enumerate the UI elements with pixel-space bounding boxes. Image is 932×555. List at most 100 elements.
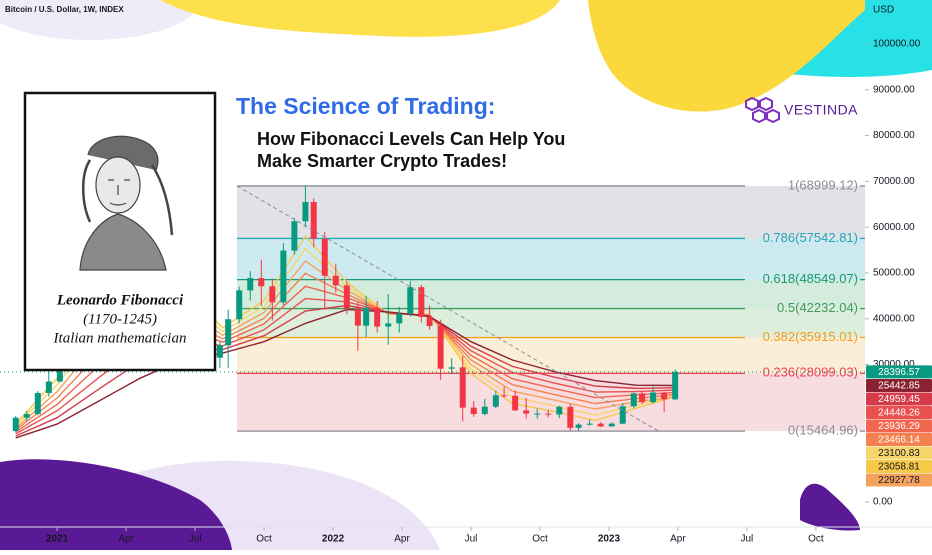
fib-level-label: 0.382(35915.01) [763, 329, 858, 344]
candle-body [512, 395, 519, 411]
fib-zone [237, 308, 865, 338]
candle-body [291, 221, 298, 251]
portrait-name: Leonardo Fibonacci [56, 292, 184, 308]
x-tick-label: Jul [465, 534, 478, 545]
portrait-years: (1170-1245) [83, 311, 157, 327]
x-tick-label: Apr [670, 534, 686, 545]
currency-label: USD [873, 5, 894, 16]
candle-body [247, 278, 254, 291]
candle-body [12, 417, 19, 431]
candle-body [236, 290, 243, 320]
headline-subtitle: Make Smarter Crypto Trades! [257, 151, 507, 171]
candle-body [225, 319, 232, 346]
candle-body [302, 201, 309, 222]
y-tick-label: 50000.00 [873, 268, 915, 279]
candle-body [639, 393, 646, 403]
fib-zone [237, 337, 865, 374]
fib-zone [237, 238, 865, 280]
brand-logo [745, 96, 780, 124]
price-tag [866, 405, 932, 419]
candle-body [354, 308, 361, 326]
x-tick-label: 2022 [322, 534, 345, 545]
lavender-blob [0, 0, 200, 40]
x-tick-label: 2021 [46, 534, 69, 545]
candle-body [23, 414, 30, 418]
fib-zone [237, 373, 865, 432]
candle-body [630, 393, 637, 407]
fib-level-label: 1(68999.12) [788, 177, 858, 192]
price-tag [866, 473, 932, 487]
portrait-card: Leonardo Fibonacci (1170-1245) Italian m… [23, 91, 217, 372]
price-tags: 28396.57 25442.85 24959.45 24448.26 23936.29… [866, 365, 932, 487]
candle-body [586, 423, 593, 425]
price-tag [866, 365, 932, 379]
fib-zone [237, 185, 865, 239]
y-tick-label: 60000.00 [873, 222, 915, 233]
candle-body [437, 326, 444, 369]
fib-level-label: 0.236(28099.03) [763, 365, 858, 380]
headline-title: The Science of Trading: [236, 93, 495, 119]
candle-body [332, 275, 339, 286]
plot-area: 1(68999.12) 0.786(57542.81) 0.618(48549.07… [0, 177, 865, 439]
candle-body [597, 423, 604, 427]
price-tag-label: 23058.81 [878, 462, 920, 473]
headline-subtitle: How Fibonacci Levels Can Help You [257, 129, 565, 149]
fib-level-label: 0(15464.96) [788, 423, 858, 438]
price-tag-label: 23466.14 [878, 435, 920, 446]
candle-body [343, 285, 350, 309]
price-tag-label: 23936.29 [878, 421, 920, 432]
candle-body [567, 406, 574, 428]
x-tick-label: Jul [189, 534, 202, 545]
yellow-blob [588, 0, 865, 112]
candle-body [481, 406, 488, 415]
fib-level-label: 0.786(57542.81) [763, 230, 858, 245]
price-tag [866, 446, 932, 460]
candle-body [672, 371, 679, 400]
candle-body [470, 407, 477, 415]
price-tag-label: 22927.78 [878, 475, 920, 486]
x-tick-label: Oct [256, 534, 272, 545]
price-tag [866, 392, 932, 406]
x-tick-label: Oct [808, 534, 824, 545]
purple-blob [800, 483, 860, 531]
candle-body [575, 424, 582, 428]
candle-body [459, 367, 466, 408]
candle-body [661, 392, 668, 400]
candle-body [310, 201, 317, 239]
portrait-description: Italian mathematician [53, 330, 187, 346]
candle-body [374, 307, 381, 327]
candle-body [321, 238, 328, 276]
candle-body [258, 278, 265, 287]
y-tick-label: 80000.00 [873, 130, 915, 141]
candle-body [396, 313, 403, 324]
trend-line [236, 185, 661, 433]
y-tick-label: 30000.00 [873, 359, 915, 370]
x-tick-label: 2023 [598, 534, 621, 545]
candle-body [650, 392, 657, 403]
fib-level-label: 0.618(48549.07) [763, 271, 858, 286]
candle-body [426, 316, 433, 327]
symbol-label: Bitcoin / U.S. Dollar, 1W, INDEX [5, 5, 124, 14]
candle-body [534, 413, 541, 415]
candle-body [385, 323, 392, 327]
fib-level-label: 0.5(42232.04) [777, 300, 858, 315]
fib-zone [237, 279, 865, 309]
candle-body [269, 286, 276, 303]
x-tick-label: Apr [394, 534, 410, 545]
candle-body [407, 287, 414, 314]
price-tag [866, 378, 932, 392]
brand-name: VESTINDA [784, 102, 858, 118]
candle-body [501, 395, 508, 397]
candle-body [556, 406, 563, 415]
candle-body [34, 392, 41, 415]
candle-body [280, 250, 287, 303]
price-tag [866, 459, 932, 473]
price-tag-label: 24959.45 [878, 394, 920, 405]
candle-body [619, 406, 626, 424]
candle-body [216, 345, 223, 358]
candle-body [363, 307, 370, 326]
y-tick-label: 90000.00 [873, 84, 915, 95]
candle-body [418, 287, 425, 317]
